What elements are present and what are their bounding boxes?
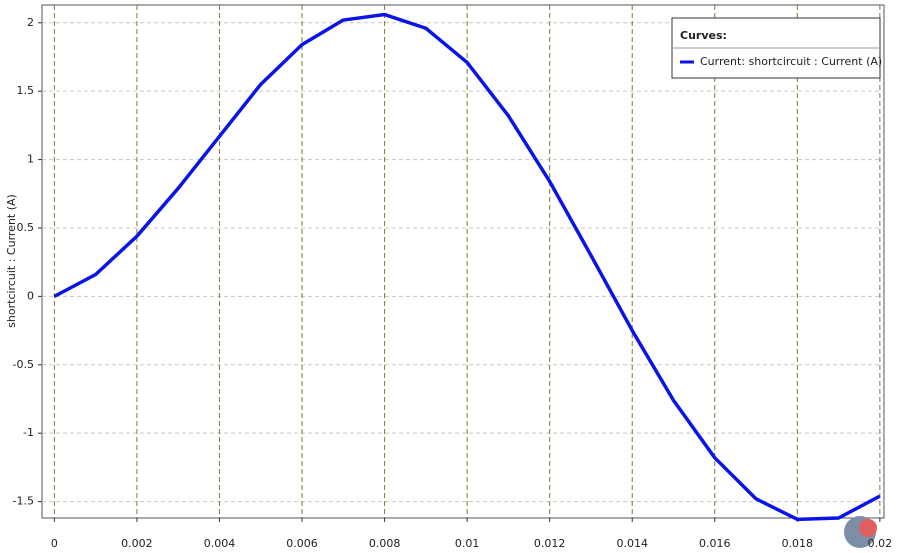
x-tick-label: 0.018 [782, 537, 814, 550]
x-tick-label: 0 [51, 537, 58, 550]
x-tick-label: 0.006 [286, 537, 318, 550]
x-tick-label: 0.02 [868, 537, 893, 550]
y-tick-label: 1.5 [17, 84, 35, 97]
x-tick-label: 0.008 [369, 537, 401, 550]
grid [38, 5, 884, 522]
y-tick-label: 1 [27, 153, 34, 166]
y-tick-label: -1 [23, 426, 34, 439]
y-tick-label: 0 [27, 289, 34, 302]
x-tick-label: 0.002 [121, 537, 153, 550]
legend-title: Curves: [680, 29, 727, 42]
logo [844, 516, 877, 548]
x-tick-label: 0.016 [699, 537, 731, 550]
plot-area [41, 4, 885, 519]
x-tick-label: 0.012 [534, 537, 566, 550]
legend-label: Current: shortcircuit : Current (A) [700, 55, 882, 68]
y-axis-label: shortcircuit : Current (A) [5, 194, 18, 328]
y-tick-label: -1.5 [13, 495, 34, 508]
y-tick-label: 2 [27, 16, 34, 29]
marks [53, 12, 881, 522]
x-tick-label: 0.01 [455, 537, 480, 550]
y-tick-label: 0.5 [17, 221, 35, 234]
line-series [53, 12, 881, 522]
y-tick-label: -0.5 [13, 358, 34, 371]
x-tick-label: 0.004 [204, 537, 236, 550]
x-tick-label: 0.014 [616, 537, 648, 550]
